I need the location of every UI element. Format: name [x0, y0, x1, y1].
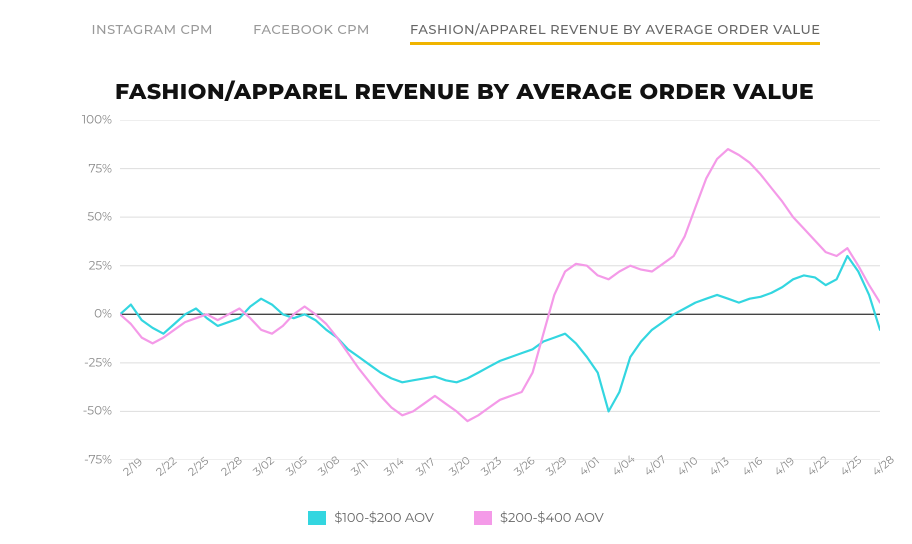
- legend-swatch-1: [474, 511, 492, 525]
- y-axis-label: -25%: [68, 355, 112, 370]
- y-axis-label: 75%: [68, 161, 112, 176]
- legend-label-0: $100-$200 AOV: [334, 510, 433, 526]
- line-chart: [120, 120, 880, 460]
- legend-label-1: $200-$400 AOV: [500, 510, 604, 526]
- legend-item-1: $200-$400 AOV: [474, 510, 604, 526]
- tab-bar: INSTAGRAM CPM FACEBOOK CPM FASHION/APPAR…: [0, 20, 912, 45]
- tab-fashion-revenue[interactable]: FASHION/APPAREL REVENUE BY AVERAGE ORDER…: [410, 22, 820, 45]
- y-axis-label: 0%: [68, 307, 112, 322]
- chart-title: FASHION/APPAREL REVENUE BY AVERAGE ORDER…: [115, 78, 814, 105]
- legend: $100-$200 AOV $200-$400 AOV: [0, 510, 912, 530]
- tab-instagram-cpm[interactable]: INSTAGRAM CPM: [92, 22, 213, 42]
- y-axis-label: 50%: [68, 210, 112, 225]
- y-axis-label: 100%: [68, 113, 112, 128]
- y-axis-label: 25%: [68, 258, 112, 273]
- legend-item-0: $100-$200 AOV: [308, 510, 433, 526]
- y-axis-label: -75%: [68, 453, 112, 468]
- chart-area: -75%-50%-25%0%25%50%75%100% 2/192/222/25…: [60, 120, 880, 480]
- y-axis-label: -50%: [68, 404, 112, 419]
- legend-swatch-0: [308, 511, 326, 525]
- tab-facebook-cpm[interactable]: FACEBOOK CPM: [253, 22, 370, 42]
